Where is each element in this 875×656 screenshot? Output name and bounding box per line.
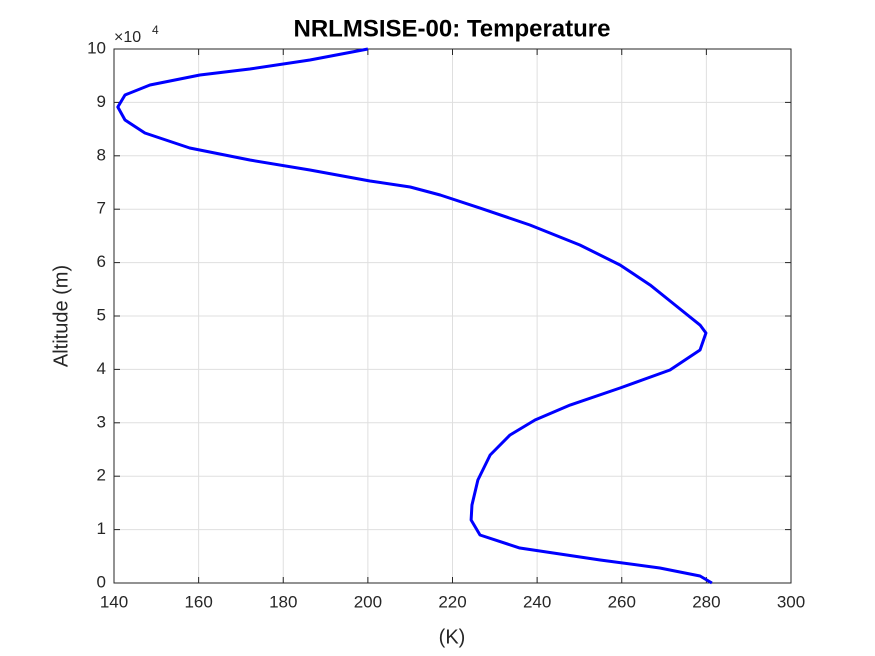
x-tick-label: 300 xyxy=(777,592,805,611)
x-tick-label: 220 xyxy=(438,592,466,611)
y-tick-label: 10 xyxy=(87,38,106,57)
y-tick-label: 4 xyxy=(97,359,106,378)
y-axis-label: Altitude (m) xyxy=(50,265,72,367)
y-tick-label: 8 xyxy=(97,145,106,164)
y-exponent-base: ×10 xyxy=(114,29,141,46)
y-tick-label: 9 xyxy=(97,92,106,111)
y-tick-label: 1 xyxy=(97,519,106,538)
x-tick-label: 260 xyxy=(608,592,636,611)
x-tick-label: 180 xyxy=(269,592,297,611)
y-tick-label: 2 xyxy=(97,466,106,485)
x-tick-label: 280 xyxy=(692,592,720,611)
plot-frame xyxy=(113,48,792,584)
y-tick-label: 0 xyxy=(97,572,106,591)
x-axis-label: (K) xyxy=(439,626,466,648)
x-tick-label: 140 xyxy=(100,592,128,611)
x-tick-label: 240 xyxy=(523,592,551,611)
y-tick-label: 7 xyxy=(97,199,106,218)
x-tick-label: 200 xyxy=(354,592,382,611)
chart-title: NRLMSISE-00: Temperature xyxy=(294,15,611,42)
x-tick-label: 160 xyxy=(184,592,212,611)
y-tick-label: 6 xyxy=(97,252,106,271)
data-line xyxy=(116,47,713,585)
y-tick-label: 3 xyxy=(97,412,106,431)
y-exponent: 4 xyxy=(152,23,159,37)
y-tick-label: 5 xyxy=(97,305,106,324)
